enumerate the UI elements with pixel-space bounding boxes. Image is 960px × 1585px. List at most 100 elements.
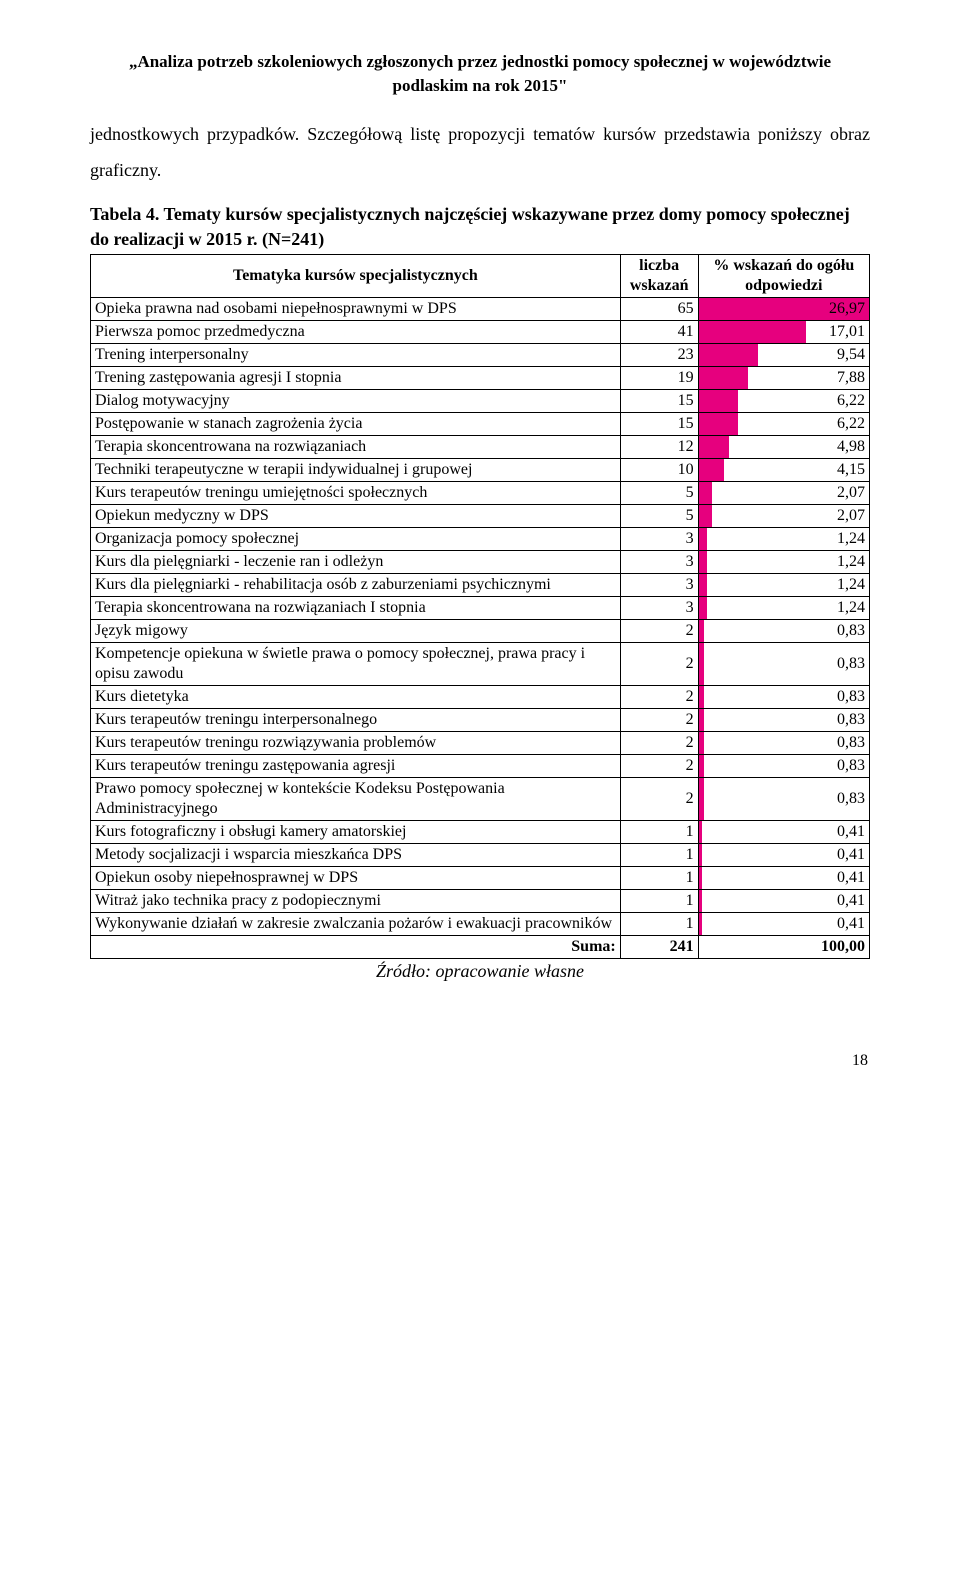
- cell-topic: Terapia skoncentrowana na rozwiązaniach: [91, 435, 621, 458]
- pct-value: 1,24: [699, 528, 869, 550]
- header-count: liczba wskazań: [620, 254, 698, 297]
- table-row: Kurs dla pielęgniarki - rehabilitacja os…: [91, 573, 870, 596]
- pct-value: 0,41: [699, 844, 869, 866]
- cell-pct: 0,83: [698, 642, 869, 685]
- cell-pct: 0,41: [698, 912, 869, 935]
- pct-value: 0,83: [699, 686, 869, 708]
- table-row: Organizacja pomocy społecznej31,24: [91, 527, 870, 550]
- pct-value: 0,83: [699, 709, 869, 731]
- cell-count: 2: [620, 731, 698, 754]
- pct-value: 6,22: [699, 413, 869, 435]
- pct-value: 2,07: [699, 505, 869, 527]
- cell-pct: 17,01: [698, 320, 869, 343]
- cell-pct: 0,83: [698, 685, 869, 708]
- cell-pct: 6,22: [698, 412, 869, 435]
- cell-topic: Kurs dla pielęgniarki - leczenie ran i o…: [91, 550, 621, 573]
- pct-value: 0,83: [699, 788, 869, 810]
- cell-topic: Terapia skoncentrowana na rozwiązaniach …: [91, 596, 621, 619]
- cell-count: 1: [620, 866, 698, 889]
- cell-count: 19: [620, 366, 698, 389]
- table-row: Wykonywanie działań w zakresie zwalczani…: [91, 912, 870, 935]
- cell-topic: Kurs terapeutów treningu interpersonalne…: [91, 708, 621, 731]
- cell-count: 2: [620, 642, 698, 685]
- cell-topic: Trening zastępowania agresji I stopnia: [91, 366, 621, 389]
- pct-value: 0,41: [699, 821, 869, 843]
- pct-value: 4,15: [699, 459, 869, 481]
- pct-value: 6,22: [699, 390, 869, 412]
- table-row: Kurs dla pielęgniarki - leczenie ran i o…: [91, 550, 870, 573]
- table-row: Kurs dietetyka20,83: [91, 685, 870, 708]
- cell-topic: Metody socjalizacji i wsparcia mieszkańc…: [91, 843, 621, 866]
- table-row: Kurs terapeutów treningu zastępowania ag…: [91, 754, 870, 777]
- cell-count: 1: [620, 820, 698, 843]
- cell-count: 2: [620, 708, 698, 731]
- cell-topic: Wykonywanie działań w zakresie zwalczani…: [91, 912, 621, 935]
- cell-count: 2: [620, 777, 698, 820]
- table-row: Trening interpersonalny239,54: [91, 343, 870, 366]
- cell-pct: 0,83: [698, 777, 869, 820]
- table-row: Kurs terapeutów treningu umiejętności sp…: [91, 481, 870, 504]
- table-header-row: Tematyka kursów specjalistycznych liczba…: [91, 254, 870, 297]
- cell-pct: 1,24: [698, 596, 869, 619]
- cell-pct: 2,07: [698, 481, 869, 504]
- cell-pct: 0,41: [698, 866, 869, 889]
- cell-count: 2: [620, 619, 698, 642]
- cell-topic: Kurs dla pielęgniarki - rehabilitacja os…: [91, 573, 621, 596]
- table-row: Pierwsza pomoc przedmedyczna4117,01: [91, 320, 870, 343]
- table-row: Dialog motywacyjny156,22: [91, 389, 870, 412]
- cell-topic: Kurs dietetyka: [91, 685, 621, 708]
- table-row: Terapia skoncentrowana na rozwiązaniach1…: [91, 435, 870, 458]
- table-row: Postępowanie w stanach zagrożenia życia1…: [91, 412, 870, 435]
- header-topic: Tematyka kursów specjalistycznych: [91, 254, 621, 297]
- header-pct: % wskazań do ogółu odpowiedzi: [698, 254, 869, 297]
- pct-value: 0,83: [699, 755, 869, 777]
- table-row: Kurs terapeutów treningu rozwiązywania p…: [91, 731, 870, 754]
- cell-topic: Kurs terapeutów treningu rozwiązywania p…: [91, 731, 621, 754]
- cell-count: 3: [620, 573, 698, 596]
- cell-count: 3: [620, 596, 698, 619]
- cell-count: 2: [620, 685, 698, 708]
- sum-label: Suma:: [91, 935, 621, 958]
- cell-pct: 9,54: [698, 343, 869, 366]
- cell-topic: Kurs terapeutów treningu zastępowania ag…: [91, 754, 621, 777]
- cell-pct: 1,24: [698, 550, 869, 573]
- cell-pct: 0,83: [698, 619, 869, 642]
- pct-value: 7,88: [699, 367, 869, 389]
- cell-pct: 0,83: [698, 708, 869, 731]
- cell-topic: Dialog motywacyjny: [91, 389, 621, 412]
- sum-pct: 100,00: [698, 935, 869, 958]
- pct-value: 1,24: [699, 574, 869, 596]
- cell-pct: 0,83: [698, 731, 869, 754]
- cell-count: 65: [620, 297, 698, 320]
- document-title: „Analiza potrzeb szkoleniowych zgłoszony…: [90, 50, 870, 98]
- pct-value: 0,41: [699, 867, 869, 889]
- cell-pct: 4,15: [698, 458, 869, 481]
- pct-value: 9,54: [699, 344, 869, 366]
- cell-pct: 7,88: [698, 366, 869, 389]
- pct-value: 2,07: [699, 482, 869, 504]
- table-row: Opieka prawna nad osobami niepełnosprawn…: [91, 297, 870, 320]
- cell-topic: Postępowanie w stanach zagrożenia życia: [91, 412, 621, 435]
- page-number: 18: [90, 1052, 870, 1070]
- data-table: Tematyka kursów specjalistycznych liczba…: [90, 254, 870, 959]
- cell-count: 23: [620, 343, 698, 366]
- cell-topic: Opiekun osoby niepełnosprawnej w DPS: [91, 866, 621, 889]
- cell-topic: Organizacja pomocy społecznej: [91, 527, 621, 550]
- cell-count: 3: [620, 550, 698, 573]
- cell-count: 12: [620, 435, 698, 458]
- pct-value: 4,98: [699, 436, 869, 458]
- table-row: Metody socjalizacji i wsparcia mieszkańc…: [91, 843, 870, 866]
- cell-pct: 4,98: [698, 435, 869, 458]
- pct-value: 0,83: [699, 620, 869, 642]
- cell-topic: Kurs fotograficzny i obsługi kamery amat…: [91, 820, 621, 843]
- cell-pct: 1,24: [698, 573, 869, 596]
- cell-pct: 6,22: [698, 389, 869, 412]
- cell-count: 1: [620, 912, 698, 935]
- pct-value: 0,83: [699, 653, 869, 675]
- table-row: Opiekun osoby niepełnosprawnej w DPS10,4…: [91, 866, 870, 889]
- cell-count: 15: [620, 412, 698, 435]
- pct-value: 17,01: [699, 321, 869, 343]
- cell-pct: 0,83: [698, 754, 869, 777]
- table-row: Terapia skoncentrowana na rozwiązaniach …: [91, 596, 870, 619]
- cell-count: 1: [620, 843, 698, 866]
